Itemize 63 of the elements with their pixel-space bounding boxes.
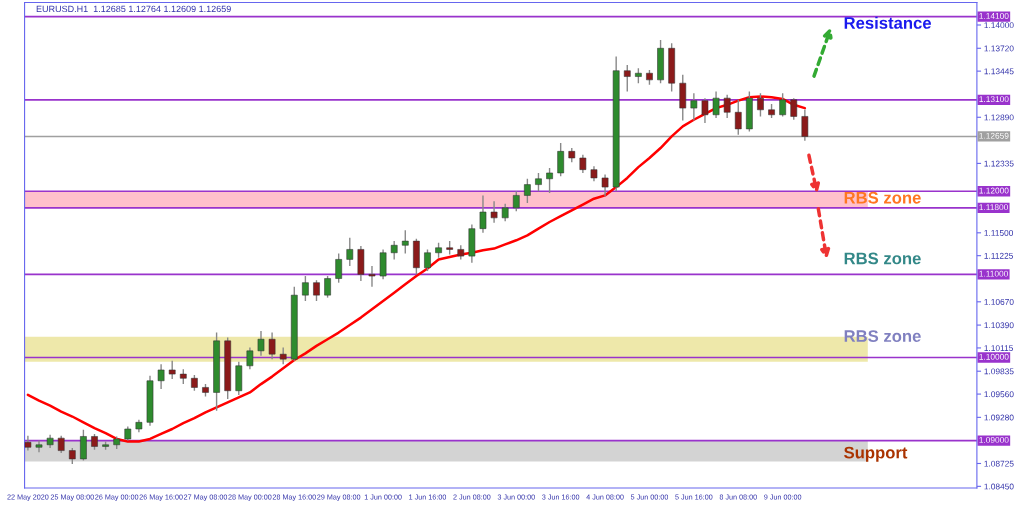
y-tick-label: 1.13720 [984, 45, 1014, 52]
text: RBS zone [844, 191, 921, 204]
ref-line-label: 1.12000 [979, 187, 1009, 194]
candlestick [535, 172, 542, 192]
y-tick-label: 1.14000 [984, 22, 1014, 29]
ref-line-label: 1.09000 [979, 436, 1009, 443]
candlestick [302, 275, 309, 302]
y-tick-label: 1.10390 [984, 322, 1014, 329]
candlestick [80, 429, 87, 462]
candlestick [723, 94, 731, 119]
candlestick [390, 240, 398, 261]
candlestick [579, 153, 587, 174]
candlestick [623, 64, 631, 93]
candlestick [168, 360, 176, 380]
text: RBS zone [844, 252, 921, 265]
candlestick [512, 190, 520, 212]
y-tick-label: 1.09560 [984, 391, 1014, 398]
chart-title: EURUSD.H1 1.12685 1.12764 1.12609 1.12659 [36, 5, 231, 13]
candlestick [701, 97, 709, 124]
candlestick [557, 142, 564, 177]
candlestick [690, 92, 698, 122]
candlestick [424, 248, 431, 272]
text: Support [844, 446, 908, 462]
candlestick [401, 229, 409, 255]
y-tick-label: 1.09835 [984, 368, 1014, 375]
candlestick [379, 248, 387, 281]
ref-line-label: 1.14100 [979, 13, 1009, 19]
y-tick-label: 1.10115 [984, 345, 1013, 352]
candlestick [712, 90, 720, 119]
candlestick [324, 275, 331, 299]
y-tick-label: 1.11225 [984, 252, 1013, 259]
y-tick-label: 1.10670 [984, 299, 1014, 305]
candlestick [546, 167, 553, 194]
candlestick [346, 237, 354, 267]
ref-line-label: 1.11800 [979, 204, 1008, 211]
text: Resistance [844, 16, 932, 29]
candlestick [246, 346, 254, 370]
ref-line-label: 1.13100 [979, 96, 1009, 103]
y-tick-label: 1.08725 [984, 460, 1014, 467]
y-tick-label: 1.13445 [984, 68, 1014, 75]
candlestick [335, 252, 343, 284]
candlestick [601, 173, 609, 197]
candlestick [779, 92, 786, 118]
y-tick-label: 1.09280 [984, 414, 1014, 421]
y-tick-label: 1.12335 [984, 160, 1014, 167]
candlestick [524, 178, 531, 204]
candlestick [257, 330, 265, 357]
candlestick [157, 363, 165, 390]
candlestick [268, 331, 276, 360]
y-tick-label: 1.11500 [984, 230, 1014, 236]
ref-line-label: 1.10000 [979, 353, 1009, 360]
candlestick [801, 109, 809, 142]
candlestick [479, 194, 487, 234]
candlestick [490, 200, 498, 224]
candlestick [313, 279, 320, 302]
candlestick [790, 97, 798, 121]
y-tick-label: 1.12890 [984, 114, 1014, 121]
ref-line-label: 1.11000 [979, 270, 1008, 277]
candlestick [757, 92, 764, 118]
candlestick [734, 99, 742, 136]
candlestick [368, 265, 376, 288]
y-tick-label: 1.08450 [984, 483, 1014, 490]
ref-line-label: 1.12659 [979, 132, 1009, 139]
